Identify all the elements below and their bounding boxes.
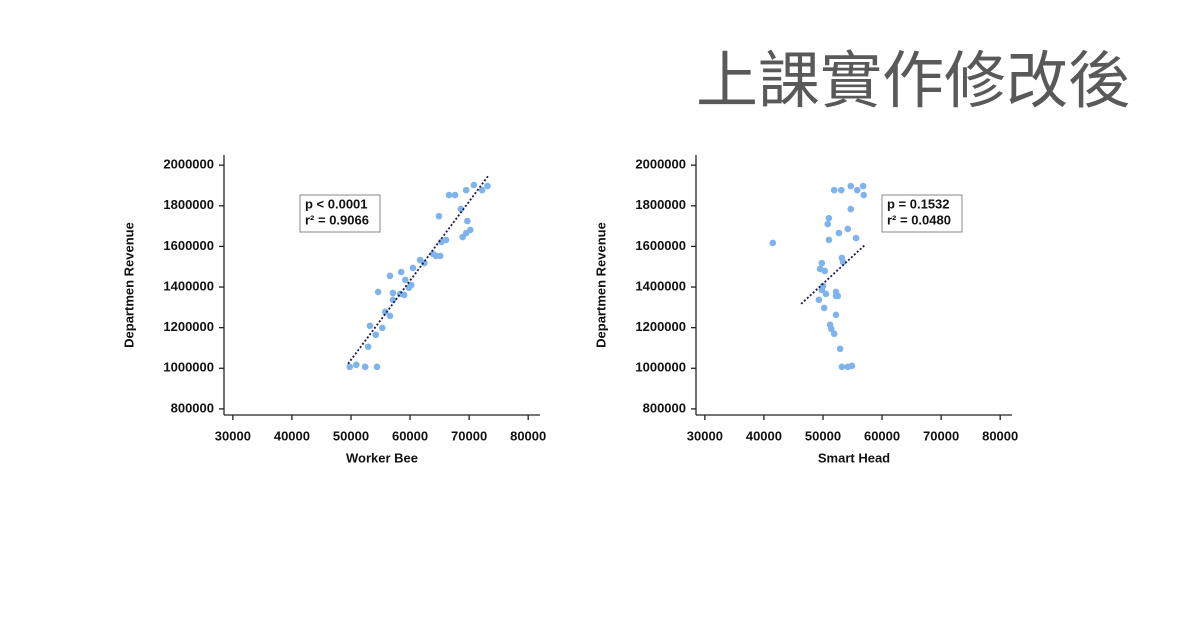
- stats-text: r² = 0.9066: [305, 212, 369, 227]
- x-tick-label: 40000: [746, 428, 782, 443]
- stats-text: r² = 0.0480: [887, 212, 951, 227]
- data-point: [346, 363, 354, 371]
- y-tick-label: 800000: [171, 400, 214, 415]
- data-point: [372, 331, 380, 339]
- data-point: [832, 311, 840, 319]
- stats-box: [881, 194, 963, 233]
- data-point: [397, 268, 405, 276]
- data-point: [467, 226, 474, 234]
- data-point: [853, 186, 861, 194]
- data-point: [847, 205, 855, 213]
- data-point: [859, 182, 867, 190]
- data-point: [445, 191, 453, 199]
- y-tick-label: 2000000: [635, 157, 686, 172]
- y-axis-label: Departmen Revenue: [593, 222, 608, 348]
- y-tick-label: 1000000: [635, 360, 686, 375]
- x-tick-label: 50000: [805, 428, 841, 443]
- y-tick-label: 800000: [643, 400, 686, 415]
- data-point: [821, 267, 829, 275]
- data-point: [838, 363, 846, 371]
- data-point: [407, 281, 415, 289]
- trend-line: [800, 244, 866, 305]
- data-point: [442, 236, 450, 244]
- stats-text: p < 0.0001: [305, 196, 368, 211]
- data-point: [815, 296, 823, 304]
- data-point: [457, 205, 465, 213]
- slide-title: 上課實作修改後: [695, 44, 1130, 117]
- trend-line: [347, 175, 489, 365]
- data-point: [361, 363, 369, 371]
- data-point: [847, 182, 855, 190]
- x-tick-label: 70000: [923, 428, 959, 443]
- data-point: [820, 304, 828, 312]
- y-tick-label: 1200000: [635, 319, 686, 334]
- data-point: [860, 191, 868, 199]
- x-tick-label: 50000: [333, 428, 369, 443]
- x-tick-label: 70000: [451, 428, 487, 443]
- stats-box: [299, 194, 381, 233]
- data-point: [825, 236, 833, 244]
- data-point: [386, 312, 394, 320]
- y-tick-label: 1800000: [163, 197, 214, 212]
- data-point: [827, 325, 835, 333]
- data-point: [836, 345, 844, 353]
- x-tick-label: 60000: [864, 428, 900, 443]
- y-axis-label: Departmen Revenue: [121, 222, 136, 348]
- data-point: [402, 276, 409, 284]
- x-tick-label: 80000: [982, 428, 1018, 443]
- data-point: [364, 343, 372, 351]
- data-point: [366, 322, 374, 330]
- data-point: [374, 288, 382, 296]
- data-point: [353, 361, 360, 369]
- stats-text: p = 0.1532: [887, 196, 950, 211]
- y-tick-label: 2000000: [163, 157, 214, 172]
- data-point: [378, 324, 386, 332]
- data-point: [400, 291, 408, 299]
- data-point: [373, 363, 381, 371]
- data-point: [409, 264, 417, 272]
- y-tick-label: 1600000: [163, 238, 214, 253]
- y-tick-label: 1800000: [635, 197, 686, 212]
- x-axis-label: Worker Bee: [346, 450, 418, 465]
- data-point: [844, 225, 852, 233]
- data-point: [451, 191, 459, 199]
- y-tick-label: 1600000: [635, 238, 686, 253]
- x-tick-label: 40000: [274, 428, 310, 443]
- y-tick-label: 1000000: [163, 360, 214, 375]
- x-tick-label: 30000: [687, 428, 723, 443]
- x-tick-label: 60000: [392, 428, 428, 443]
- data-point: [822, 290, 830, 298]
- x-tick-label: 80000: [510, 428, 546, 443]
- data-point: [834, 292, 842, 300]
- data-point: [818, 259, 826, 267]
- data-point: [435, 212, 443, 220]
- data-point: [818, 286, 826, 294]
- data-point: [484, 182, 491, 190]
- data-point: [386, 272, 394, 280]
- data-point: [478, 186, 486, 194]
- data-point: [830, 330, 838, 338]
- y-tick-label: 1200000: [163, 319, 214, 334]
- x-axis-label: Smart Head: [818, 450, 890, 465]
- data-point: [470, 181, 478, 189]
- data-point: [769, 239, 777, 247]
- data-point: [436, 252, 444, 260]
- data-point: [830, 186, 838, 194]
- data-point: [838, 186, 845, 194]
- data-point: [839, 258, 847, 266]
- y-tick-label: 1400000: [635, 278, 686, 293]
- data-point: [824, 220, 832, 228]
- data-point: [825, 214, 833, 222]
- y-tick-label: 1400000: [163, 278, 214, 293]
- x-tick-label: 30000: [215, 428, 251, 443]
- data-point: [389, 289, 397, 297]
- data-point: [464, 217, 471, 225]
- data-point: [462, 186, 470, 194]
- data-point: [381, 308, 389, 316]
- data-point: [852, 234, 860, 242]
- data-point: [835, 229, 843, 237]
- data-point: [848, 362, 856, 370]
